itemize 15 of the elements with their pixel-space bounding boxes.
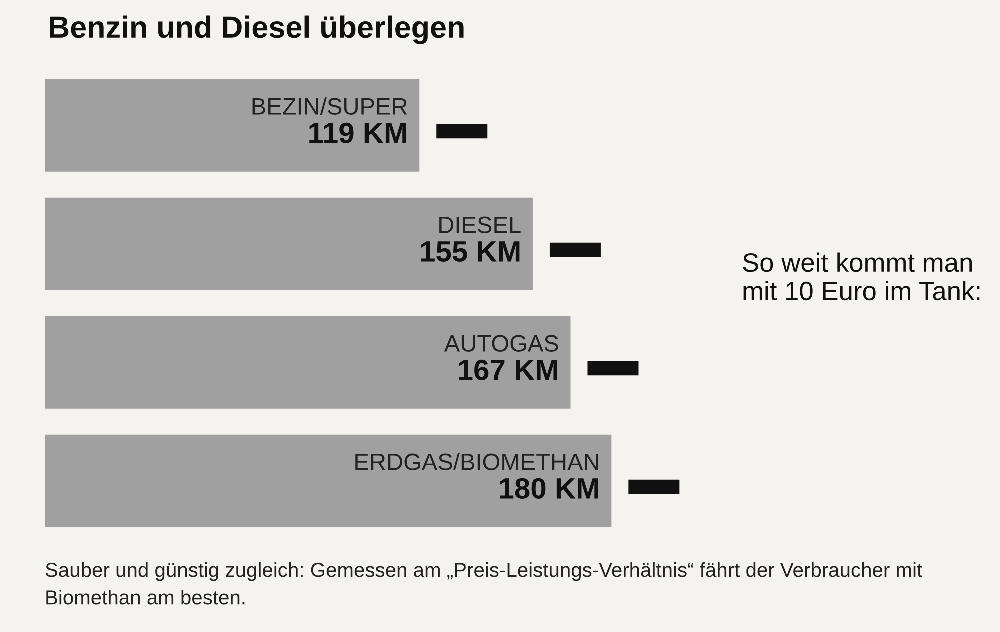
data-label: 167 KM [459,360,558,380]
bar [45,79,420,172]
y-tick-label: AUTOGAS [444,335,558,352]
data-label: 119 KM [310,122,406,144]
bar [45,198,533,290]
bar [45,316,571,409]
data-label: 155 KM [421,242,520,262]
y-tick-label: ERDGAS/BIOMETHAN [356,453,598,471]
data-label: 180 KM [500,478,598,499]
text: So weit kommt man mit 10 Euro im Tank: [743,252,980,301]
bar [45,434,612,528]
y-tick-label: BEZIN/SUPER [252,98,408,116]
y-tick-label: DIESEL [440,216,521,234]
text: Sauber und günstig zugleich: Gemessen am „Preis-Leistungs-Verhältnis“ fährt der Verbraucher mit Biomethan am besten. [46,562,922,605]
chart-title: Benzin und Diesel überlegen [50,16,464,44]
